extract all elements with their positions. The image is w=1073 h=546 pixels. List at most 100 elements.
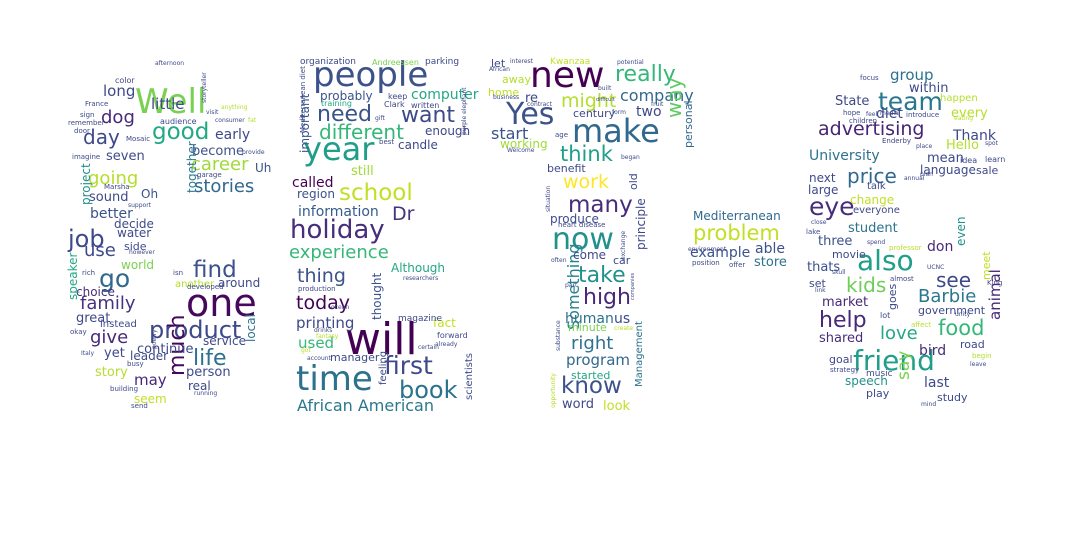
word-oh: Oh — [141, 187, 159, 201]
word-together: together — [185, 141, 199, 193]
word-become: become — [192, 144, 245, 159]
word-uh: Uh — [255, 161, 272, 175]
word-time: time — [296, 359, 373, 399]
word-food: food — [938, 316, 985, 340]
word-developed: developed — [187, 283, 224, 291]
word-got: got — [301, 347, 311, 354]
word-andreessen: Andreessen — [372, 58, 419, 67]
word-enough: enough — [425, 124, 471, 138]
word-part: part — [565, 282, 578, 289]
word-manager: manager — [330, 351, 380, 364]
word-working: working — [500, 137, 548, 151]
word-sound: sound — [89, 190, 129, 205]
word-called: called — [292, 175, 334, 191]
word-door: door — [74, 127, 90, 135]
word-every: every — [951, 106, 988, 121]
word-family: family — [80, 293, 136, 314]
word-ocean: ocean — [331, 304, 350, 311]
word-speech: speech — [845, 374, 888, 388]
word-candle: candle — [398, 138, 438, 152]
word-parking: parking — [425, 57, 460, 67]
word-yet: yet — [104, 346, 125, 361]
word-fantasy: fantasy — [316, 333, 339, 340]
word-region: region — [297, 187, 335, 201]
word-help: help — [819, 308, 867, 333]
word-anything: anything — [221, 104, 248, 111]
word-building: building — [110, 385, 139, 393]
word-great: great — [76, 311, 111, 326]
word-last: last — [924, 375, 950, 391]
word-difficult: difficult — [596, 97, 615, 103]
word-stories: stories — [194, 176, 255, 197]
word-shared: shared — [819, 331, 864, 346]
word-information: information — [298, 204, 379, 220]
word-leave: leave — [970, 361, 987, 368]
word-may: may — [134, 371, 167, 389]
word-take: take — [578, 263, 626, 288]
word-focus: focus — [860, 74, 879, 82]
word-human: human — [565, 311, 614, 327]
word-opportunity: opportunity — [550, 373, 557, 408]
word-mind: mind — [921, 401, 937, 408]
word-first: first — [384, 351, 433, 380]
word-government: government — [918, 304, 986, 317]
word-story: story — [95, 365, 128, 380]
word-now: now — [552, 222, 614, 257]
word-close: close — [811, 219, 827, 226]
word-already: already — [435, 341, 458, 348]
word-year: year — [303, 130, 375, 168]
word-almost: almost — [890, 275, 914, 283]
word-want: want — [401, 103, 456, 128]
word-running: running — [194, 390, 218, 397]
word-provide: provide — [242, 149, 265, 156]
word-look: look — [603, 399, 631, 414]
word-started: started — [571, 369, 611, 382]
word-place: place — [916, 143, 933, 150]
word-production: production — [298, 285, 336, 293]
word-remember: remember — [68, 119, 105, 127]
word-affect: affect — [911, 321, 932, 329]
word-think: think — [560, 142, 613, 166]
word-start: start — [491, 124, 529, 143]
word-go: go — [99, 264, 131, 293]
word-begin: begin — [972, 352, 992, 360]
word-okay: okay — [70, 328, 87, 336]
word-dr: Dr — [392, 203, 415, 225]
word-love: love — [880, 323, 918, 344]
word-example: example — [690, 245, 751, 261]
word-thats: thats — [807, 260, 841, 275]
word-king: King — [987, 279, 1003, 287]
word-change: change — [850, 193, 895, 207]
word-road: road — [960, 338, 985, 351]
word-ucnc: UCNC — [927, 264, 945, 271]
word-busy: busy — [127, 360, 144, 368]
word-skull: skull — [832, 269, 846, 276]
word-still: still — [351, 164, 374, 179]
word-better: better — [90, 206, 133, 222]
word-spot: spot — [985, 140, 998, 147]
word-many: many — [568, 192, 633, 218]
word-unity: unity — [955, 311, 971, 318]
word-enderby: Enderby — [882, 137, 912, 145]
word-able: able — [755, 241, 785, 257]
word-long: long — [103, 82, 136, 100]
word-kwanzaa: Kwanzaa — [550, 57, 591, 67]
word-also: also — [857, 244, 914, 277]
word-really: really — [615, 62, 676, 87]
word-produce: produce — [550, 212, 599, 226]
word-imagine: imagine — [72, 153, 101, 161]
word-program: program — [566, 351, 631, 369]
word-professor: professor — [889, 244, 922, 252]
word-situation: situation — [545, 185, 552, 212]
word-decide: decide — [114, 217, 154, 231]
word-sign: sign — [80, 111, 95, 119]
word-early: early — [215, 127, 251, 143]
word-know: know — [561, 373, 622, 399]
word-african: African — [489, 66, 510, 73]
word-drinks: drinks — [314, 327, 333, 334]
word-although: Although — [391, 261, 446, 275]
word-store: store — [754, 255, 787, 270]
word-going: going — [88, 168, 139, 189]
word-set: set — [809, 277, 826, 290]
word-began: began — [621, 154, 640, 161]
